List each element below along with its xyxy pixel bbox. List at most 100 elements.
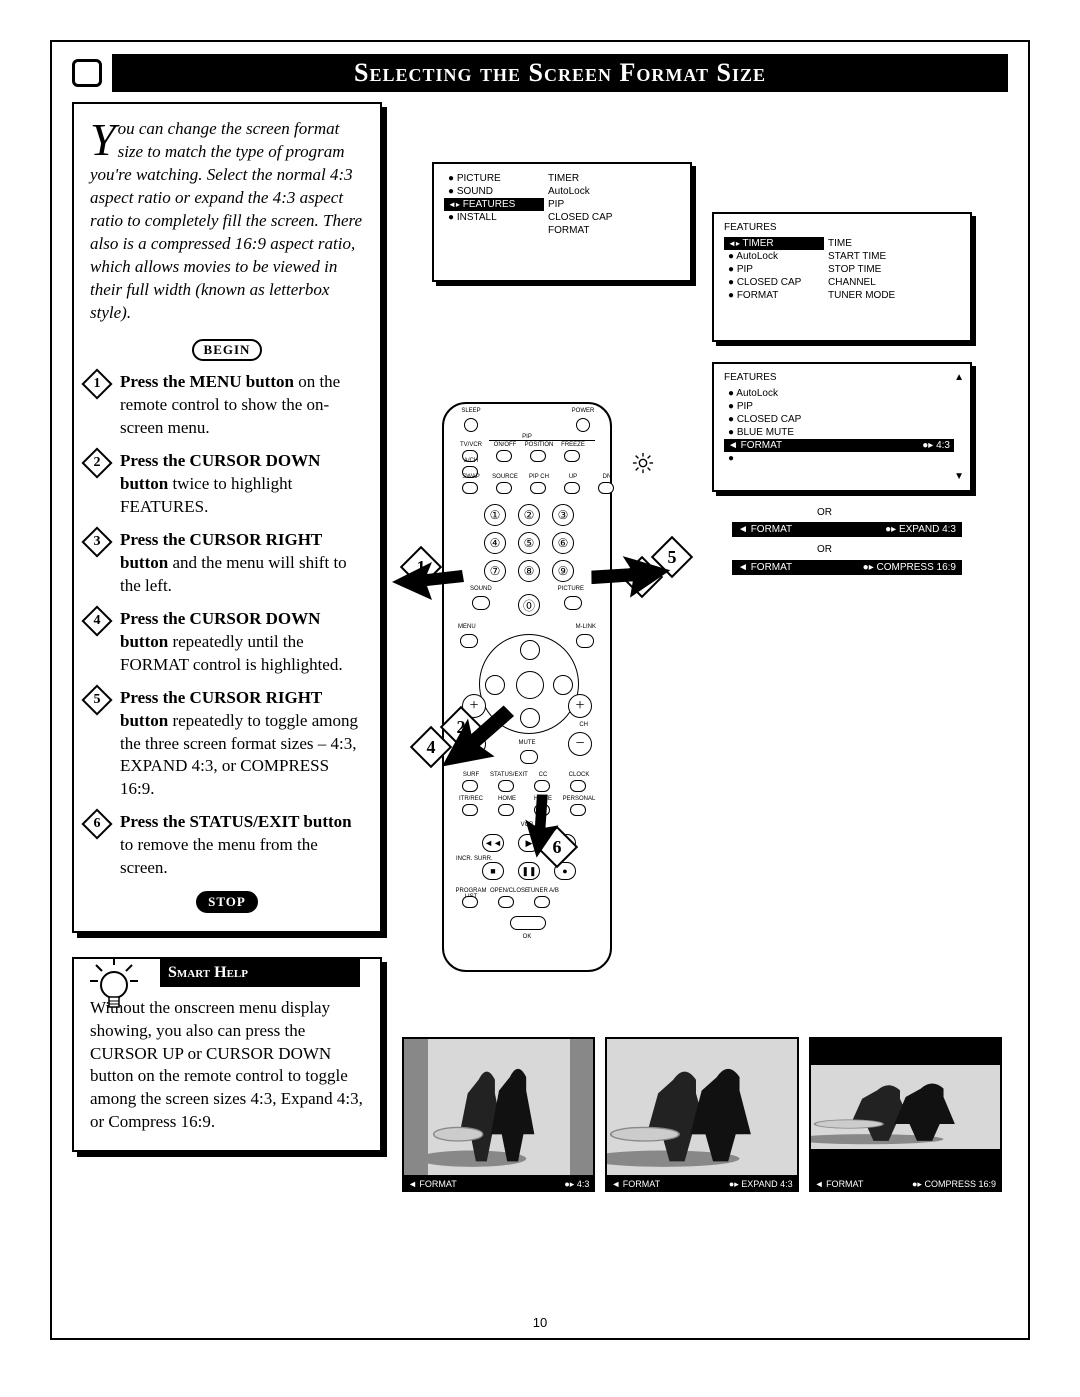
remote-button[interactable] — [530, 482, 546, 494]
menu-item: START TIME — [824, 250, 924, 263]
caption-expand: ◄ FORMAT ●▸ EXPAND 4:3 — [605, 1177, 798, 1192]
menu-item: AutoLock — [724, 250, 824, 263]
power-label: POWER — [568, 408, 598, 414]
num-3-button[interactable]: ③ — [552, 504, 574, 526]
step-6: 6Press the STATUS/EXIT button to remove … — [90, 811, 364, 880]
lightbulb-icon — [84, 955, 144, 1015]
remote-button[interactable] — [564, 482, 580, 494]
or-label-1: OR — [817, 507, 832, 518]
remote-button[interactable] — [462, 896, 478, 908]
ch-up-button[interactable]: + — [568, 694, 592, 718]
menu-item: ◄▸ FEATURES — [444, 198, 544, 211]
menu-screen-features: FEATURES ◄▸ TIMERAutoLockPIPCLOSED CAPFO… — [712, 212, 972, 342]
cursor-ok-button[interactable] — [516, 671, 544, 699]
menu-item: BLUE MUTE — [724, 426, 960, 439]
title-bar: Selecting the Screen Format Size — [72, 54, 1008, 92]
menu-item: SOUND — [444, 185, 544, 198]
num-6-button[interactable]: ⑥ — [552, 532, 574, 554]
stop-badge: STOP — [196, 891, 258, 913]
ok-label: OK — [444, 934, 610, 940]
tv-example-43 — [402, 1037, 595, 1177]
remote-label: OPEN/CLOSE — [490, 888, 524, 894]
menu-item: PIP — [544, 198, 644, 211]
step-diamond: 1 — [81, 369, 112, 400]
up-arrow-icon: ▲ — [954, 372, 964, 383]
menu-item: CLOSED CAP — [724, 276, 824, 289]
menu-item: CHANNEL — [824, 276, 924, 289]
dropcap: Y — [90, 122, 116, 159]
num-1-button[interactable]: ① — [484, 504, 506, 526]
cursor-right-button[interactable] — [553, 675, 573, 695]
step-diamond: 3 — [81, 526, 112, 557]
remote-button[interactable] — [496, 450, 512, 462]
picture-button[interactable] — [564, 596, 582, 610]
remote-label: TUNER A/B — [526, 888, 560, 894]
remote-button[interactable] — [534, 896, 550, 908]
page-frame: Selecting the Screen Format Size You can… — [50, 40, 1030, 1340]
num-2-button[interactable]: ② — [518, 504, 540, 526]
num-4-button[interactable]: ④ — [484, 532, 506, 554]
or-label-2: OR — [817, 544, 832, 555]
step-diamond: 4 — [81, 605, 112, 636]
num-8-button[interactable]: ⑧ — [518, 560, 540, 582]
caption-right: ●▸ COMPRESS 16:9 — [912, 1179, 996, 1190]
menu-button[interactable] — [460, 634, 478, 648]
remote-button[interactable] — [564, 450, 580, 462]
menu-item: TUNER MODE — [824, 289, 924, 302]
divider — [489, 440, 595, 441]
step-diamond: 6 — [81, 809, 112, 840]
people-illustration — [428, 1039, 570, 1175]
remote-button[interactable] — [496, 482, 512, 494]
remote-button[interactable] — [462, 804, 478, 816]
bar-left: ◄ FORMAT — [738, 524, 792, 535]
remote-control: SLEEP POWER PIP TV/VCRON/OFFPOSITIONFREE… — [442, 402, 612, 972]
transport-button[interactable]: ■ — [482, 862, 504, 880]
cursor-up-button[interactable] — [520, 640, 540, 660]
remote-label: DN — [592, 474, 622, 480]
menu-item: FORMAT — [724, 289, 824, 302]
remote-label: SWAP — [456, 474, 486, 480]
sound-label: SOUND — [470, 586, 492, 592]
menu-item: INSTALL — [444, 211, 544, 224]
down-arrow-icon: ▼ — [954, 471, 964, 482]
page-number: 10 — [52, 1315, 1028, 1330]
begin-row: BEGIN — [90, 338, 364, 361]
menu-label: MENU — [458, 624, 476, 630]
menu-item: TIME — [824, 237, 924, 250]
people-illustration — [607, 1039, 796, 1175]
menu-item: CLOSED CAP — [724, 413, 960, 426]
sound-button[interactable] — [472, 596, 490, 610]
num-5-button[interactable]: ⑤ — [518, 532, 540, 554]
caption-left: ◄ FORMAT — [611, 1179, 660, 1190]
ok-button[interactable] — [510, 916, 546, 930]
illustration-area: PICTURESOUND◄▸ FEATURESINSTALL TIMERAuto… — [402, 162, 1002, 1192]
menu-screen-format: FEATURES ▲ ▼ AutoLockPIPCLOSED CAPBLUE M… — [712, 362, 972, 492]
remote-button[interactable] — [498, 896, 514, 908]
bar-left: ◄ FORMAT — [738, 562, 792, 573]
step-4: 4Press the CURSOR DOWN button repeatedly… — [90, 608, 364, 677]
menu-item: TIMER — [544, 172, 644, 185]
ch-label: CH — [579, 722, 588, 728]
remote-label: POSITION — [524, 442, 554, 448]
num-7-button[interactable]: ⑦ — [484, 560, 506, 582]
incr-surr-label: INCR. SURR. — [456, 856, 493, 862]
smart-help-title: Smart Help — [160, 959, 360, 987]
step-diamond: 5 — [81, 684, 112, 715]
transport-button[interactable]: ◄◄ — [482, 834, 504, 852]
num-9-button[interactable]: ⑨ — [552, 560, 574, 582]
intro-paragraph: You can change the screen format size to… — [90, 118, 364, 324]
remote-button[interactable] — [570, 780, 586, 792]
menu-item: AutoLock — [724, 387, 960, 400]
remote-button[interactable] — [462, 482, 478, 494]
remote-button[interactable] — [598, 482, 614, 494]
hand-pointer-icon — [382, 552, 472, 612]
sleep-button[interactable] — [464, 418, 478, 432]
remote-button[interactable] — [498, 780, 514, 792]
num-0-button[interactable]: ⓪ — [518, 594, 540, 616]
caption-43: ◄ FORMAT ●▸ 4:3 — [402, 1177, 595, 1192]
menu-item: PIP — [724, 400, 960, 413]
mlink-button[interactable] — [576, 634, 594, 648]
remote-button[interactable] — [530, 450, 546, 462]
remote-label: CC — [526, 772, 560, 778]
power-button[interactable] — [576, 418, 590, 432]
